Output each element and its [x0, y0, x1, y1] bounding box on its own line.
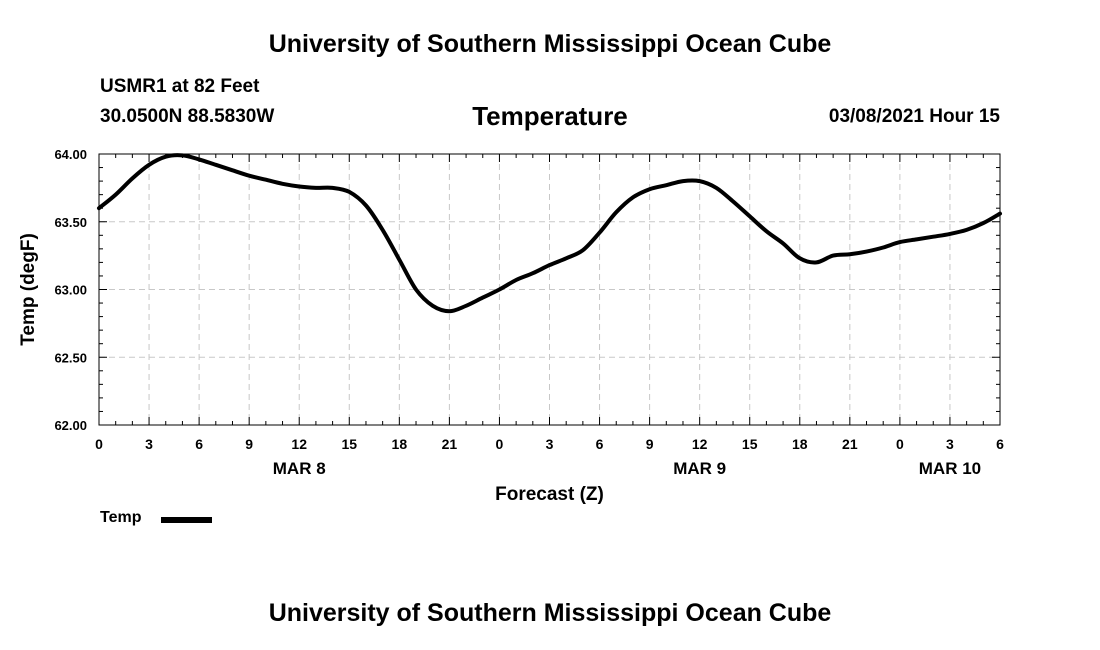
x-tick-label: 6	[596, 436, 604, 452]
x-tick-label: 3	[946, 436, 954, 452]
y-tick-label: 62.00	[54, 418, 87, 433]
x-tick-label: 12	[692, 436, 708, 452]
series-layer	[97, 153, 1002, 314]
grid	[99, 154, 1000, 425]
chart-title: Temperature	[472, 101, 628, 131]
x-tick-label: 0	[95, 436, 103, 452]
x-tick-label: 21	[442, 436, 458, 452]
footer-title: University of Southern Mississippi Ocean…	[268, 599, 832, 627]
y-axis-title: Temp (degF)	[18, 233, 39, 346]
x-tick-label: 15	[341, 436, 357, 452]
datetime-label: 03/08/2021 Hour 15	[828, 106, 1000, 127]
x-tick-label: 6	[195, 436, 203, 452]
y-tick-label: 64.00	[54, 147, 87, 162]
coordinates-label: 30.0500N 88.5830W	[100, 106, 275, 127]
x-tick-label: 18	[392, 436, 408, 452]
x-tick-label: 9	[646, 436, 654, 452]
x-tick-label: 0	[896, 436, 904, 452]
x-tick-label: 9	[245, 436, 253, 452]
x-tick-label: 0	[496, 436, 504, 452]
y-tick-label: 62.50	[54, 350, 87, 365]
station-label: USMR1 at 82 Feet	[100, 76, 260, 97]
day-label: MAR 10	[919, 459, 981, 478]
x-tick-label: 6	[996, 436, 1004, 452]
x-tick-label: 21	[842, 436, 858, 452]
legend-swatch	[161, 517, 212, 523]
x-tick-label: 15	[742, 436, 758, 452]
day-label: MAR 8	[273, 459, 326, 478]
x-axis-title: Forecast (Z)	[495, 484, 604, 505]
x-tick-label: 3	[145, 436, 153, 452]
day-label: MAR 9	[673, 459, 726, 478]
axes: 0 3 6 9 12 15 18 21 0 3 6 9 12 15 18 21 0 3 6 62.00 62.50 63.…	[18, 147, 1004, 505]
series-line-temp	[97, 153, 1002, 314]
page-title: University of Southern Mississippi Ocean…	[268, 30, 832, 58]
x-tick-label: 3	[546, 436, 554, 452]
y-tick-label: 63.00	[54, 283, 87, 298]
x-tick-label: 12	[291, 436, 307, 452]
x-tick-label: 18	[792, 436, 808, 452]
y-tick-label: 63.50	[54, 215, 87, 230]
legend-label: Temp	[100, 509, 142, 526]
